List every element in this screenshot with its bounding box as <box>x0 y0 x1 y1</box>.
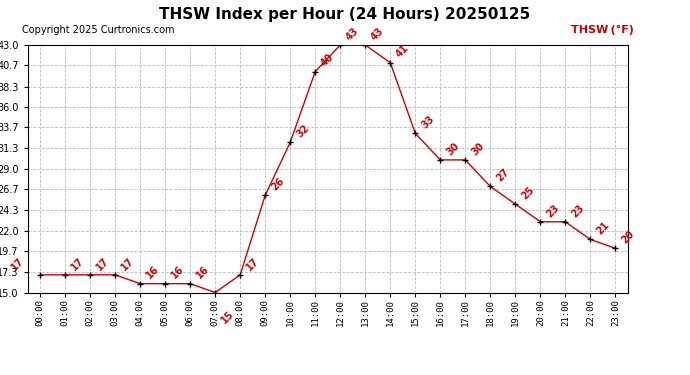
Text: 30: 30 <box>444 141 461 157</box>
Text: 16: 16 <box>195 264 211 281</box>
Text: 16: 16 <box>169 264 186 281</box>
Text: 21: 21 <box>595 220 611 237</box>
Text: 33: 33 <box>420 114 436 130</box>
Text: 17: 17 <box>95 255 111 272</box>
Text: 23: 23 <box>544 202 561 219</box>
Text: 17: 17 <box>69 255 86 272</box>
Text: 23: 23 <box>569 202 586 219</box>
Text: 40: 40 <box>319 52 336 69</box>
Text: 25: 25 <box>520 185 536 201</box>
Text: 16: 16 <box>144 264 161 281</box>
Text: 26: 26 <box>269 176 286 192</box>
Text: 30: 30 <box>469 141 486 157</box>
Text: 43: 43 <box>369 26 386 42</box>
Text: 43: 43 <box>344 26 361 42</box>
Text: 15: 15 <box>219 309 236 326</box>
Text: THSW (°F): THSW (°F) <box>571 25 634 35</box>
Text: THSW Index per Hour (24 Hours) 20250125: THSW Index per Hour (24 Hours) 20250125 <box>159 8 531 22</box>
Text: 17: 17 <box>119 255 136 272</box>
Text: 32: 32 <box>295 123 311 140</box>
Text: 41: 41 <box>395 43 411 60</box>
Text: 17: 17 <box>244 255 261 272</box>
Text: 20: 20 <box>620 229 636 246</box>
Text: Copyright 2025 Curtronics.com: Copyright 2025 Curtronics.com <box>21 25 174 35</box>
Text: 17: 17 <box>10 255 26 272</box>
Text: 27: 27 <box>495 167 511 184</box>
